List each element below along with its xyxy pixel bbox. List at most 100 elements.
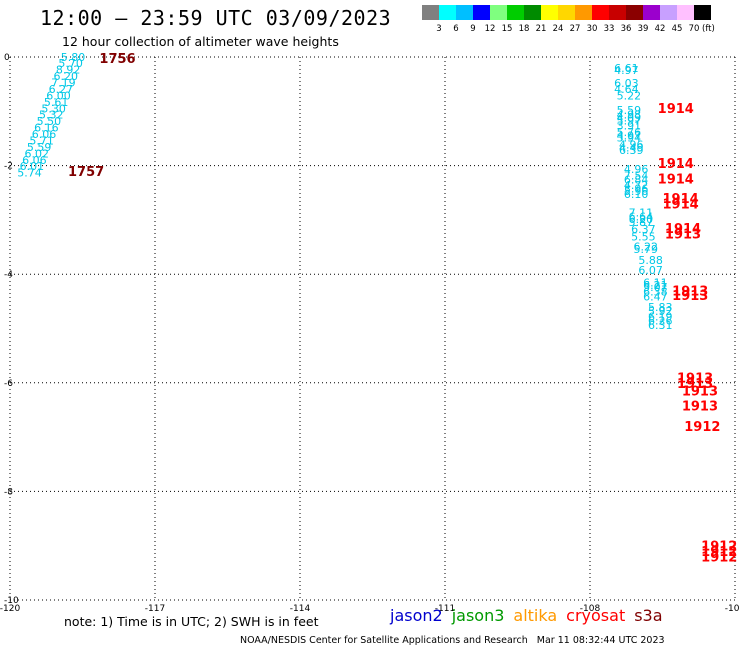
satellite-jason2: jason2 xyxy=(390,606,443,625)
data-points: 5.805.708.926.207.196.276.005.615.305.32… xyxy=(17,51,737,566)
satellite-jason3: jason3 xyxy=(451,606,505,625)
legend-swatch xyxy=(490,5,507,20)
satellite-legend: jason2 jason3 altika cryosat s3a xyxy=(390,606,672,625)
swh-value-label: 6.19 xyxy=(648,311,673,324)
swh-value-label: 5.79 xyxy=(634,243,659,256)
swh-value-label: 6.37 xyxy=(631,223,656,236)
time-label: 1912 xyxy=(701,545,737,560)
x-tick-label: -120 xyxy=(0,604,20,614)
footnote: note: 1) Time is in UTC; 2) SWH is in fe… xyxy=(64,614,319,629)
time-label: 1913 xyxy=(682,384,718,399)
swh-value-label: 6.07 xyxy=(638,264,663,277)
time-label: 1912 xyxy=(701,551,737,566)
swh-value-label: 7.19 xyxy=(51,77,75,90)
satellite-cryosat: cryosat xyxy=(566,606,626,625)
swh-value-label: 5.55 xyxy=(631,231,656,244)
legend-swatch xyxy=(643,5,660,20)
legend-label: 21 xyxy=(535,24,547,34)
legend-label: 70 xyxy=(688,24,700,34)
swh-value-label: 4.97 xyxy=(617,130,642,143)
swh-value-label: 5.71 xyxy=(29,135,54,148)
legend-label: 9 xyxy=(470,24,476,34)
legend-label: 45 xyxy=(671,24,683,34)
legend-swatch xyxy=(694,5,711,20)
axis-ticks: -120 -117 -114 -111 -108 -105 0 -2 -4 -6 -8 -10 xyxy=(0,53,740,614)
swh-value-label: 6.26 xyxy=(648,314,673,327)
swh-value-label: 5.88 xyxy=(638,254,663,267)
legend-swatch xyxy=(473,5,490,20)
swh-value-label: 4.96 xyxy=(624,163,649,176)
swh-value-label: 4.09 xyxy=(617,111,642,124)
swh-value-label: 5.83 xyxy=(648,301,673,314)
time-label: 1913 xyxy=(665,227,701,242)
timestamp: Mar 11 08:32:44 UTC 2023 xyxy=(536,635,665,646)
time-label: 1912 xyxy=(701,540,737,555)
y-tick-label: -4 xyxy=(4,270,13,280)
swh-value-label: 6.06 xyxy=(22,154,47,167)
legend-swatch xyxy=(677,5,694,20)
swh-value-label: 4.98 xyxy=(617,109,642,122)
swh-value-label: 6.16 xyxy=(34,122,59,135)
swh-value-label: 4.96 xyxy=(619,138,644,151)
legend-label: 15 xyxy=(501,24,513,34)
swh-value-label: 7.54 xyxy=(624,169,649,182)
swh-value-label: 6.03 xyxy=(614,77,639,90)
legend-label: 3 xyxy=(436,24,442,34)
x-tick-label: -111 xyxy=(435,604,455,614)
swh-value-label: 6.02 xyxy=(25,148,50,161)
swh-value-label: 6.31 xyxy=(648,319,673,332)
swh-value-label: 5.76 xyxy=(617,126,642,139)
swh-value-label: 6.20 xyxy=(54,70,79,83)
swh-value-label: 6.64 xyxy=(629,211,654,224)
swh-value-label: 5.70 xyxy=(58,57,82,70)
swh-value-label: 5.97 xyxy=(617,115,642,128)
swh-value-label: 3.96 xyxy=(624,182,649,195)
swh-value-label: 5.61 xyxy=(44,96,68,109)
swh-value-label: 6.84 xyxy=(624,174,649,187)
y-tick-label: 0 xyxy=(4,53,10,63)
time-label: 1914 xyxy=(663,198,699,213)
legend-label: 18 xyxy=(518,24,530,34)
time-label: 1913 xyxy=(682,400,718,415)
chart-subtitle: 12 hour collection of altimeter wave hei… xyxy=(62,34,339,49)
swh-value-label: 7.11 xyxy=(629,206,654,219)
swh-value-label: 6.21 xyxy=(643,279,668,292)
y-tick-label: -2 xyxy=(4,162,13,172)
x-tick-label: -117 xyxy=(145,604,165,614)
legend-label: 39 xyxy=(637,24,649,34)
swh-value-label: 5.59 xyxy=(27,141,51,154)
swh-value-label: 4.64 xyxy=(614,83,639,96)
swh-value-label: 6.10 xyxy=(624,188,649,201)
swh-value-label: 6.22 xyxy=(634,241,659,254)
y-tick-label: -10 xyxy=(4,596,19,606)
swh-value-label: 3.91 xyxy=(617,119,642,132)
swh-value-label: 3.94 xyxy=(617,131,642,144)
swh-value-label: 6.11 xyxy=(643,276,668,289)
swh-value-label: 6.38 xyxy=(643,286,668,299)
swh-value-label: 4.97 xyxy=(614,64,639,77)
swh-value-label: 6.39 xyxy=(619,144,644,157)
legend-label: 12 xyxy=(484,24,496,34)
legend-swatch xyxy=(575,5,592,20)
x-tick-label: -114 xyxy=(290,604,311,614)
y-tick-label: -8 xyxy=(4,487,13,497)
time-label: 1913 xyxy=(672,289,708,304)
swh-value-label: 4.72 xyxy=(624,179,649,192)
y-tick-label: -6 xyxy=(4,379,13,389)
swh-value-label: 5.92 xyxy=(648,305,673,318)
time-label: 1912 xyxy=(684,420,720,435)
swh-value-label: 5.90 xyxy=(624,185,649,198)
swh-value-label: 6.01 xyxy=(20,160,44,173)
swh-value-label: 5.50 xyxy=(37,115,62,128)
swh-value-label: 5.59 xyxy=(617,104,642,117)
time-label: 1914 xyxy=(665,222,701,237)
x-tick-label: -108 xyxy=(580,604,601,614)
chart-title: 12:00 – 23:59 UTC 03/09/2023 xyxy=(40,6,392,30)
swh-value-label: 4.49 xyxy=(619,142,644,155)
swh-value-label: 5.87 xyxy=(629,216,654,229)
credit-text: NOAA/NESDIS Center for Satellite Applica… xyxy=(240,635,528,646)
swh-value-label: 6.20 xyxy=(629,213,654,226)
credit-line: NOAA/NESDIS Center for Satellite Applica… xyxy=(240,635,665,646)
swh-value-label: 8.92 xyxy=(56,63,81,76)
legend-label: 30 xyxy=(586,24,598,34)
